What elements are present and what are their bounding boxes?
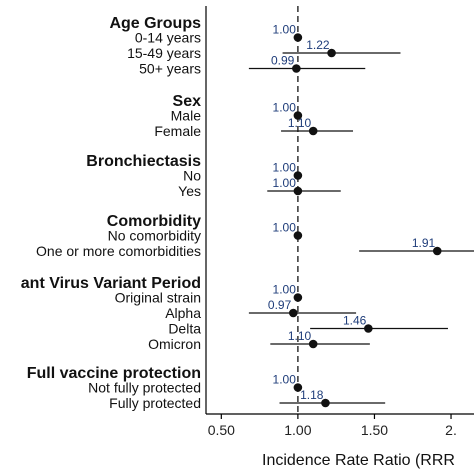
estimate-value-label: 1.10 bbox=[288, 329, 312, 343]
estimate-value-label: 1.00 bbox=[273, 23, 297, 37]
estimate-value-label: 1.91 bbox=[412, 236, 436, 250]
x-tick-label: 1.00 bbox=[284, 422, 311, 438]
row-label: No bbox=[183, 168, 201, 184]
group-title: Comorbidity bbox=[107, 213, 201, 230]
estimate-value-label: 1.00 bbox=[273, 161, 297, 175]
row-label: Fully protected bbox=[109, 395, 201, 411]
estimate-point bbox=[293, 231, 303, 240]
estimate-point bbox=[293, 186, 303, 196]
x-axis-ticks: 0.50 1.00 1.50 2. bbox=[208, 414, 457, 438]
row-label: Alpha bbox=[165, 305, 201, 321]
estimate-point bbox=[293, 33, 303, 42]
estimate-point bbox=[293, 171, 303, 180]
estimate-point bbox=[293, 111, 303, 120]
estimate-point bbox=[364, 324, 373, 333]
row-label: 50+ years bbox=[139, 61, 201, 77]
estimate-value-label: 1.46 bbox=[343, 314, 367, 328]
estimate-value-label: 1.18 bbox=[300, 388, 324, 402]
row-label: 0-14 years bbox=[135, 30, 201, 46]
estimate-value-label: 1.00 bbox=[273, 176, 297, 190]
group-title: Age Groups bbox=[109, 15, 201, 32]
estimate-value-label: 0.97 bbox=[268, 298, 292, 312]
row-label: Omicron bbox=[148, 336, 201, 352]
group-title: ant Virus Variant Period bbox=[21, 275, 201, 292]
estimate-point bbox=[321, 398, 330, 408]
x-tick-label: 1.50 bbox=[361, 422, 388, 438]
row-label: Female bbox=[154, 123, 201, 139]
estimate-value-label: 1.10 bbox=[288, 116, 312, 130]
row-label: Not fully protected bbox=[88, 380, 201, 396]
estimate-point bbox=[327, 48, 336, 58]
estimate-value-label: 1.00 bbox=[273, 373, 297, 387]
estimate-value-label: 0.99 bbox=[271, 54, 295, 68]
estimate-point bbox=[308, 339, 318, 349]
estimate-point bbox=[292, 64, 301, 73]
plot-area: 1.001.220.991.001.101.001.001.001.911.00… bbox=[248, 23, 474, 408]
row-label: Yes bbox=[178, 183, 201, 199]
estimate-value-label: 1.00 bbox=[273, 101, 297, 115]
x-axis-label: Incidence Rate Ratio (RRR bbox=[262, 452, 455, 469]
row-label: 15-49 years bbox=[127, 45, 201, 61]
estimate-value-label: 1.22 bbox=[306, 38, 330, 52]
group-title: Full vaccine protection bbox=[27, 365, 201, 382]
estimate-point bbox=[293, 293, 303, 302]
group-title: Sex bbox=[173, 93, 202, 110]
estimate-point bbox=[288, 308, 298, 318]
row-label: Male bbox=[171, 108, 202, 124]
estimate-point bbox=[432, 246, 442, 256]
row-label: One or more comorbidities bbox=[36, 243, 201, 259]
group-title: Bronchiectasis bbox=[86, 153, 201, 170]
estimate-point bbox=[293, 383, 303, 392]
x-tick-label: 0.50 bbox=[208, 422, 235, 438]
estimate-value-label: 1.00 bbox=[273, 283, 297, 297]
estimate-value-label: 1.00 bbox=[273, 221, 297, 235]
row-label: No comorbidity bbox=[108, 228, 201, 244]
row-label: Original strain bbox=[115, 290, 201, 306]
x-tick-label: 2. bbox=[445, 422, 457, 438]
row-label: Delta bbox=[168, 321, 201, 337]
estimate-point bbox=[308, 126, 318, 136]
